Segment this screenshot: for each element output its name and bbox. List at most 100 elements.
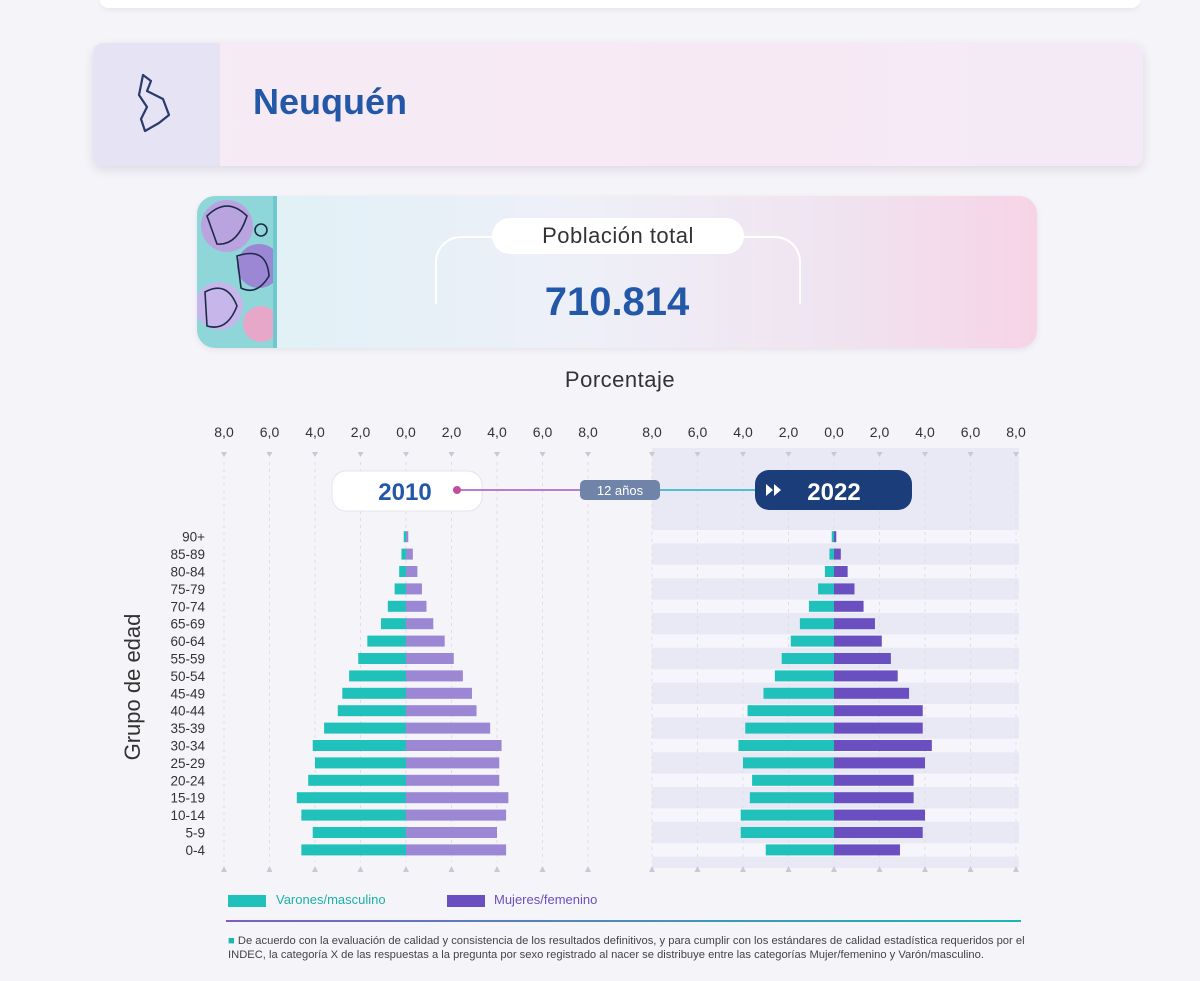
y-axis-title: Grupo de edad: [120, 614, 145, 761]
x-tick-label: 8,0: [642, 424, 662, 440]
bar-female-2022: [834, 670, 898, 682]
x-tick-label: 2,0: [351, 424, 371, 440]
age-group-label: 60-64: [170, 634, 205, 649]
bar-female-2022: [834, 705, 923, 717]
x-tick-marker: [922, 452, 928, 457]
x-tick-marker: [448, 452, 455, 457]
bar-male-2022: [747, 705, 834, 717]
x-tick-label: 2,0: [779, 424, 799, 440]
x-tick-marker-bottom: [694, 866, 701, 872]
year-2022-badge: [755, 470, 912, 510]
bar-female-2010: [406, 618, 434, 630]
bar-male-2022: [743, 757, 834, 769]
legend-female-label: Mujeres/femenino: [494, 892, 598, 907]
bar-female-2022: [834, 740, 932, 751]
x-tick-label: 6,0: [260, 424, 280, 440]
bar-male-2010: [301, 809, 406, 821]
x-tick-marker-bottom: [585, 866, 591, 872]
x-tick-marker: [403, 452, 409, 457]
x-tick-label: 6,0: [533, 424, 553, 440]
bar-male-2022: [774, 670, 834, 682]
x-tick-marker: [221, 452, 227, 457]
bar-male-2022: [738, 740, 834, 751]
age-group-label: 75-79: [170, 582, 205, 597]
province-title: Neuquén: [253, 81, 408, 122]
bar-female-2022: [834, 566, 848, 577]
x-tick-marker: [967, 452, 974, 457]
x-tick-marker: [312, 452, 318, 457]
x-tick-label: 2,0: [442, 424, 462, 440]
x-tick-label: 8,0: [1006, 424, 1026, 440]
bar-male-2010: [387, 600, 406, 612]
x-tick-marker-bottom: [448, 866, 455, 872]
age-group-label: 40-44: [170, 704, 205, 719]
bar-female-2010: [406, 844, 507, 856]
bar-male-2010: [394, 583, 406, 595]
x-tick-marker: [539, 452, 546, 457]
bar-female-2022: [834, 687, 910, 699]
bar-female-2022: [834, 618, 875, 630]
bar-male-2010: [308, 774, 406, 786]
bar-female-2022: [834, 792, 914, 804]
bar-female-2010: [406, 548, 413, 560]
bar-female-2010: [406, 653, 454, 664]
bar-female-2010: [406, 757, 500, 769]
bar-female-2010: [406, 792, 509, 804]
x-tick-marker: [494, 452, 500, 457]
x-tick-marker-bottom: [403, 866, 409, 872]
bar-male-2010: [358, 653, 406, 664]
age-group-label: 90+: [182, 530, 205, 545]
bar-male-2022: [765, 844, 834, 856]
age-group-label: 0-4: [185, 843, 205, 858]
x-tick-label: 4,0: [305, 424, 325, 440]
footnote-bullet-icon: ■: [228, 935, 238, 947]
bar-female-2010: [406, 705, 477, 717]
legend-male-swatch: [228, 895, 266, 907]
x-tick-label: 8,0: [578, 424, 598, 440]
bar-male-2010: [337, 705, 406, 717]
x-tick-marker: [694, 452, 701, 457]
x-tick-marker-bottom: [312, 866, 318, 872]
age-group-label: 35-39: [170, 721, 205, 736]
age-group-label: 15-19: [170, 791, 205, 806]
bar-female-2022: [834, 809, 925, 821]
illustration-art: [197, 196, 277, 348]
bar-female-2010: [406, 809, 507, 821]
province-map-icon: [137, 73, 171, 133]
bar-female-2022: [834, 600, 864, 612]
bar-female-2022: [834, 583, 855, 595]
bar-female-2010: [406, 566, 418, 577]
footnote-divider: [226, 920, 1021, 922]
bar-male-2010: [403, 531, 406, 543]
bar-female-2022: [834, 722, 923, 734]
x-tick-marker: [831, 452, 837, 457]
bar-male-2022: [749, 792, 834, 804]
bar-female-2010: [406, 774, 500, 786]
bar-female-2022: [834, 548, 841, 560]
bar-female-2022: [834, 827, 923, 838]
age-group-label: 85-89: [170, 547, 205, 562]
x-tick-marker-bottom: [494, 866, 500, 872]
bar-male-2010: [315, 757, 406, 769]
gap-label: 12 años: [597, 483, 644, 498]
bar-female-2010: [406, 670, 463, 682]
year-2010-label: 2010: [378, 479, 431, 506]
bar-male-2010: [324, 722, 406, 734]
x-tick-marker: [585, 452, 591, 457]
bar-female-2010: [406, 600, 427, 612]
bar-male-2022: [808, 600, 834, 612]
bar-male-2022: [740, 827, 834, 838]
x-tick-marker: [1013, 452, 1019, 457]
legend-male-label: Varones/masculino: [276, 892, 386, 907]
x-tick-marker: [876, 452, 883, 457]
bar-male-2022: [799, 618, 834, 630]
axis-title: Porcentaje: [564, 367, 676, 392]
x-tick-marker-bottom: [967, 866, 974, 872]
bar-male-2022: [781, 653, 834, 664]
x-tick-label: 2,0: [870, 424, 890, 440]
bar-female-2010: [406, 635, 445, 647]
bar-male-2022: [824, 566, 834, 577]
age-group-label: 65-69: [170, 617, 205, 632]
